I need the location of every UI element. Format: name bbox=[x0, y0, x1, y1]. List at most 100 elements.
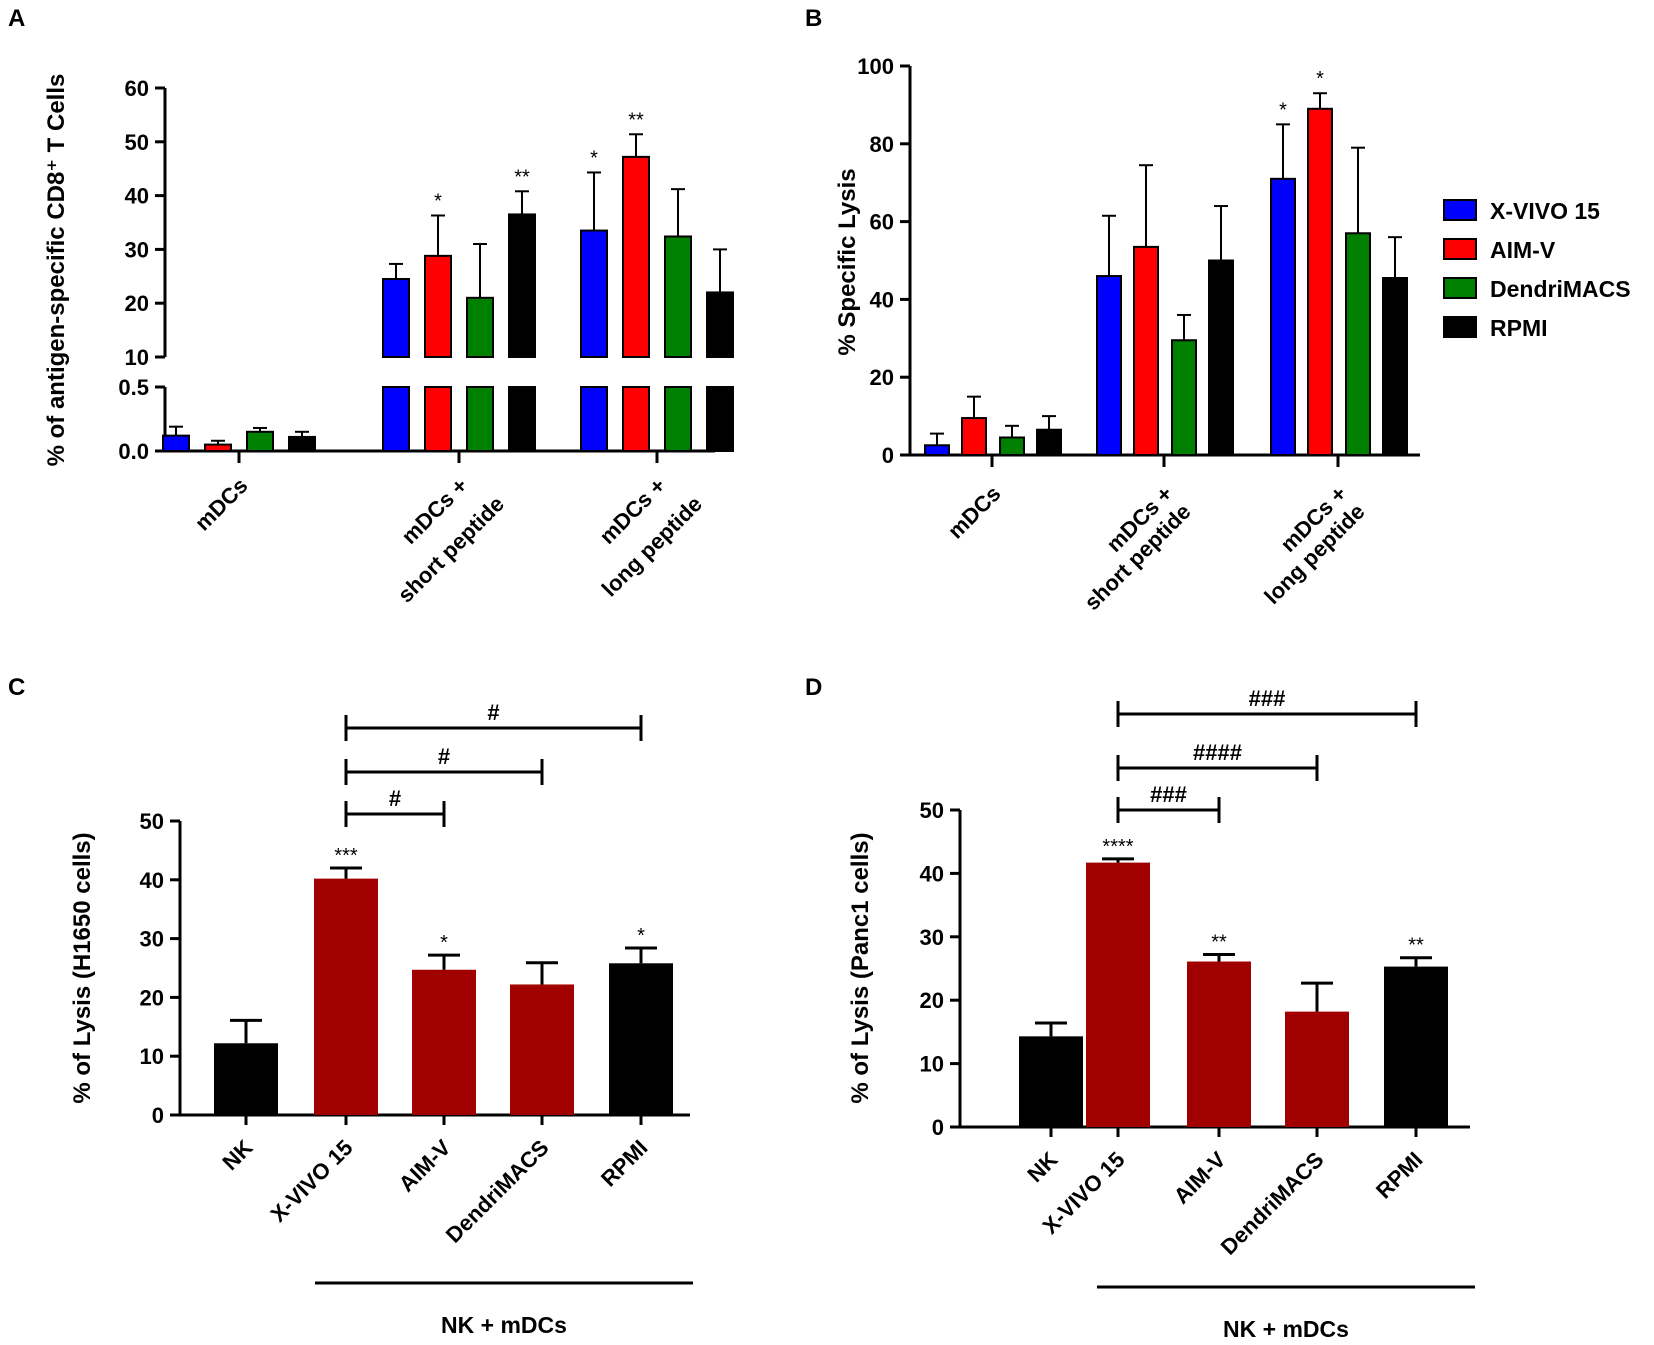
panel-d-bar-x-vivo-15 bbox=[1086, 862, 1150, 1127]
panel-a-bar-rpmi bbox=[508, 213, 536, 358]
panel-b-y-tick-label: 80 bbox=[870, 132, 894, 157]
panel-a-y-tick-label: 30 bbox=[125, 237, 149, 262]
panel-c-comparison-label: # bbox=[487, 700, 499, 725]
panel-b-bar-x-vivo-15 bbox=[1270, 177, 1296, 456]
panel-b-bar-rpmi bbox=[1208, 259, 1234, 456]
panel-c-letter: C bbox=[8, 674, 25, 701]
panel-b-y-tick-label: 20 bbox=[870, 365, 894, 390]
panel-a-bar-aim-v-lower bbox=[424, 386, 452, 452]
panel-a-y-tick-label: 40 bbox=[125, 184, 149, 209]
panel-b-significance-label: * bbox=[1316, 68, 1324, 90]
panel-d-bar-nk bbox=[1019, 1036, 1083, 1127]
panel-a-bar-dendrimacs bbox=[664, 235, 692, 359]
panel-c-y-axis-label: % of Lysis (H1650 cells) bbox=[69, 832, 96, 1103]
panel-a-bar-x-vivo-15 bbox=[580, 229, 608, 359]
panel-d-significance-label: ** bbox=[1211, 932, 1227, 954]
panel-d-y-tick-label: 30 bbox=[920, 925, 944, 950]
panel-a-significance-label: ** bbox=[514, 166, 530, 188]
panel-d-comparison-label: ### bbox=[1249, 686, 1286, 711]
panel-d-significance-label: **** bbox=[1102, 836, 1133, 858]
panel-d-category-label: RPMI bbox=[1371, 1147, 1428, 1204]
panel-c-bar-dendrimacs bbox=[510, 984, 574, 1115]
panel-d-bar-rpmi bbox=[1384, 966, 1448, 1127]
panel-d-y-tick-label: 0 bbox=[932, 1115, 944, 1140]
panel-b-y-axis-label: % Specific Lysis bbox=[834, 168, 861, 355]
panel-c-bar-x-vivo-15 bbox=[314, 878, 378, 1115]
panel-c-category-label: DendriMACS bbox=[441, 1135, 554, 1248]
panel-a-y-tick-label: 10 bbox=[125, 345, 149, 370]
panel-c-group-label: NK + mDCs bbox=[441, 1312, 567, 1338]
panel-d-comparison-label: #### bbox=[1193, 740, 1242, 765]
panel-c-comparison-label: # bbox=[389, 786, 401, 811]
panel-b-bar-rpmi bbox=[1382, 277, 1408, 456]
panel-d-group-label: NK + mDCs bbox=[1223, 1316, 1349, 1342]
panel-a-bar-x-vivo-15 bbox=[162, 434, 190, 453]
panel-a-bar-x-vivo-15 bbox=[382, 277, 410, 358]
panel-c-bar-aim-v bbox=[412, 969, 476, 1115]
panel-d-y-axis-label: % of Lysis (Panc1 cells) bbox=[847, 832, 874, 1103]
panel-a-significance-label: ** bbox=[628, 109, 644, 131]
panel-d-y-tick-label: 10 bbox=[920, 1052, 944, 1077]
panel-b-bar-aim-v bbox=[1307, 107, 1333, 456]
panel-a-bar-aim-v bbox=[622, 155, 650, 358]
panel-a-significance-label: * bbox=[590, 147, 598, 169]
panel-b-y-tick-label: 60 bbox=[870, 210, 894, 235]
legend-label-x-vivo-15: X-VIVO 15 bbox=[1490, 198, 1600, 224]
panel-a-bar-aim-v bbox=[424, 254, 452, 358]
panel-a-y-tick-label: 0.5 bbox=[118, 375, 149, 400]
panel-b-y-tick-label: 100 bbox=[857, 54, 894, 79]
panel-a-bar-x-vivo-15-lower bbox=[382, 386, 410, 452]
panel-b-letter: B bbox=[805, 5, 822, 32]
panel-c-y-tick-label: 40 bbox=[140, 868, 164, 893]
panel-a-bar-rpmi bbox=[706, 291, 734, 358]
panel-b-y-tick-label: 0 bbox=[882, 443, 894, 468]
panel-a-y-tick-label: 20 bbox=[125, 291, 149, 316]
legend-label-rpmi: RPMI bbox=[1490, 315, 1548, 341]
panel-a-y-tick-label: 0.0 bbox=[118, 439, 149, 464]
legend-swatch-x-vivo-15 bbox=[1443, 199, 1477, 221]
panel-b-bar-x-vivo-15 bbox=[924, 444, 950, 456]
panel-c-y-tick-label: 10 bbox=[140, 1044, 164, 1069]
panel-d-letter: D bbox=[805, 674, 822, 701]
panel-c-y-tick-label: 20 bbox=[140, 985, 164, 1010]
panel-c-significance-label: * bbox=[440, 932, 448, 954]
legend-label-aim-v: AIM-V bbox=[1490, 237, 1556, 263]
panel-b-bar-aim-v bbox=[961, 417, 987, 457]
panel-a-chart: 0.0 0.5 10 20 30 40 50 60 % of antigen-specific … bbox=[43, 74, 734, 607]
panel-c-y-tick-label: 50 bbox=[140, 809, 164, 834]
panel-a-y-tick-label: 50 bbox=[125, 130, 149, 155]
panel-d-y-tick-label: 40 bbox=[920, 861, 944, 886]
panel-a-bar-dendrimacs bbox=[466, 296, 494, 359]
panel-a-bar-rpmi-lower bbox=[508, 386, 536, 452]
panel-d-bar-dendrimacs bbox=[1285, 1011, 1349, 1127]
panel-d-y-tick-label: 20 bbox=[920, 988, 944, 1013]
panel-b-category-label: mDCs bbox=[943, 481, 1006, 544]
legend-label-dendrimacs: DendriMACS bbox=[1490, 276, 1631, 302]
panel-a-y-axis-label: % of antigen-specific CD8⁺ T Cells bbox=[43, 74, 70, 467]
panel-b-significance-label: * bbox=[1279, 99, 1287, 121]
panel-a-letter: A bbox=[8, 5, 25, 32]
legend-swatch-rpmi bbox=[1443, 316, 1477, 338]
panel-c-category-label: NK bbox=[217, 1135, 257, 1175]
panel-c-significance-label: *** bbox=[334, 845, 358, 867]
panel-b-bar-dendrimacs bbox=[1171, 339, 1197, 456]
panel-a-bar-dendrimacs-lower bbox=[466, 386, 494, 452]
panel-a-bar-aim-v bbox=[204, 443, 232, 453]
panel-a-bar-dendrimacs bbox=[246, 430, 274, 452]
panel-a-bar-rpmi bbox=[288, 435, 316, 453]
panel-d-significance-label: ** bbox=[1408, 935, 1424, 957]
panel-c-category-label: AIM-V bbox=[394, 1135, 456, 1197]
panel-c-category-label: RPMI bbox=[596, 1135, 653, 1192]
panel-d-bar-aim-v bbox=[1187, 961, 1251, 1127]
panel-d-category-label: DendriMACS bbox=[1216, 1147, 1329, 1260]
panel-c-y-tick-label: 30 bbox=[140, 927, 164, 952]
panel-c-comparison-label: # bbox=[438, 744, 450, 769]
panel-a-bar-aim-v-lower bbox=[622, 386, 650, 452]
panel-c-significance-label: * bbox=[637, 925, 645, 947]
legend-swatch-dendrimacs bbox=[1443, 277, 1477, 299]
panel-b-bar-rpmi bbox=[1036, 428, 1062, 456]
